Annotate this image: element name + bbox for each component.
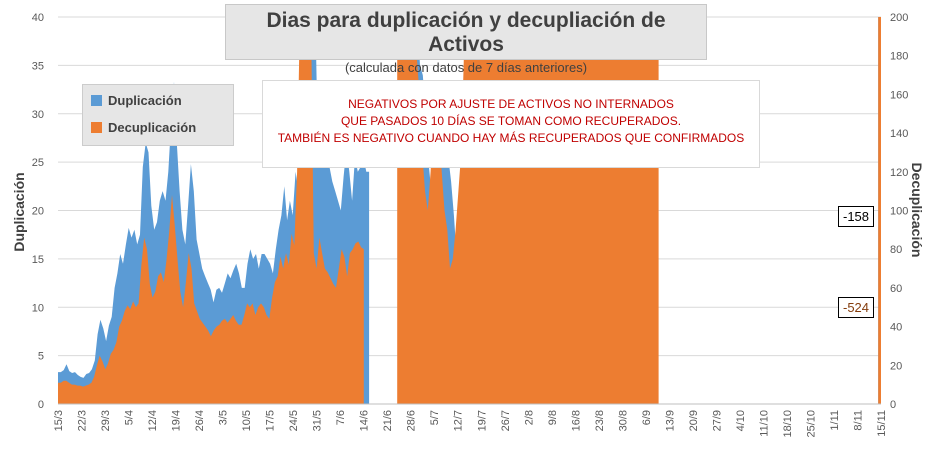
legend-label-decuplicacion: Decuplicación (108, 120, 197, 135)
x-tick-label: 7/6 (335, 410, 347, 425)
chart-title: Dias para duplicación y decupliación de … (266, 9, 666, 56)
x-tick-label: 26/7 (500, 410, 512, 431)
x-tick-label: 27/9 (711, 410, 723, 431)
value-label-duplicacion: -158 (838, 206, 875, 227)
y-axis-right-ticks: 0 20 40 60 80 100 120 140 160 180 200 (890, 12, 908, 411)
x-tick-label: 25/10 (806, 410, 818, 438)
y-tick-right: 200 (890, 12, 908, 24)
chart-title-box: Dias para duplicación y decupliación de … (225, 4, 707, 75)
x-tick-label: 21/6 (382, 410, 394, 431)
x-tick-label: 9/8 (547, 410, 559, 425)
y-tick-right: 140 (890, 128, 908, 140)
x-tick-label: 24/5 (288, 410, 300, 431)
y-tick-left: 40 (32, 12, 44, 24)
annotation-line: TAMBIÉN ES NEGATIVO CUANDO HAY MÁS RECUP… (277, 131, 745, 145)
y-tick-left: 20 (32, 206, 44, 218)
x-tick-label: 19/4 (171, 410, 183, 431)
y-tick-right: 160 (890, 89, 908, 101)
x-tick-label: 4/10 (735, 410, 747, 431)
x-tick-label: 30/8 (617, 410, 629, 431)
y-tick-right: 120 (890, 167, 908, 179)
annotation-note: NEGATIVOS POR AJUSTE DE ACTIVOS NO INTER… (262, 80, 760, 168)
y-tick-right: 60 (890, 283, 902, 295)
y-tick-left: 30 (32, 109, 44, 121)
x-tick-label: 26/4 (194, 410, 206, 431)
chart-subtitle: (calculada con datos de 7 días anteriore… (344, 60, 588, 75)
y-tick-left: 0 (38, 399, 44, 411)
y-tick-right: 0 (890, 399, 896, 411)
annotation-line: QUE PASADOS 10 DÍAS SE TOMAN COMO RECUPE… (340, 114, 682, 128)
x-tick-label: 15/11 (876, 410, 888, 437)
y-axis-left-label: Duplicación (11, 172, 27, 251)
x-tick-label: 11/10 (758, 410, 770, 437)
y-tick-left: 15 (32, 254, 44, 266)
x-tick-label: 15/3 (53, 410, 65, 431)
x-tick-label: 2/8 (523, 410, 535, 425)
x-tick-label: 6/9 (641, 410, 653, 425)
annotation-line: NEGATIVOS POR AJUSTE DE ACTIVOS NO INTER… (348, 97, 674, 111)
y-tick-left: 35 (32, 60, 44, 72)
x-tick-label: 23/8 (594, 410, 606, 431)
y-tick-right: 180 (890, 51, 908, 63)
x-tick-label: 17/5 (265, 410, 277, 431)
y-tick-left: 5 (38, 351, 44, 363)
y-axis-left-ticks: 0 5 10 15 20 25 30 35 40 (32, 12, 44, 411)
legend-swatch-duplicacion (91, 95, 102, 106)
x-tick-label: 16/8 (570, 410, 582, 431)
x-tick-label: 28/6 (406, 410, 418, 431)
series-area-decuplicacion (397, 17, 659, 404)
x-tick-label: 20/9 (688, 410, 700, 431)
x-tick-label: 3/5 (218, 410, 230, 425)
x-axis-ticks: 15/3 22/3 29/3 5/4 12/4 19/4 26/4 3/5 10/5 17/5 24… (53, 410, 888, 438)
series-area-decuplicacion (58, 17, 364, 404)
legend-item-duplicacion: Duplicación (91, 93, 182, 108)
x-tick-label: 10/5 (241, 410, 253, 431)
x-tick-label: 5/7 (429, 410, 441, 425)
x-tick-label: 18/10 (782, 410, 794, 438)
series-area-decuplicacion (878, 17, 881, 404)
x-tick-label: 22/3 (77, 410, 89, 431)
x-tick-label: 31/5 (312, 410, 324, 431)
y-tick-left: 10 (32, 302, 44, 314)
x-tick-label: 8/11 (853, 410, 865, 431)
legend: Duplicación Decuplicación (82, 84, 234, 146)
legend-swatch-decuplicacion (91, 122, 102, 133)
y-tick-right: 20 (890, 360, 902, 372)
value-label-decuplicacion: -524 (838, 297, 875, 318)
y-tick-left: 25 (32, 157, 44, 169)
x-tick-label: 14/6 (359, 410, 371, 431)
y-axis-right-label: Decuplicación (909, 163, 925, 258)
x-tick-label: 19/7 (476, 410, 488, 431)
y-tick-right: 40 (890, 322, 902, 334)
legend-item-decuplicacion: Decuplicación (91, 120, 196, 135)
y-tick-right: 100 (890, 206, 908, 218)
x-tick-label: 12/4 (147, 410, 159, 431)
x-tick-label: 1/11 (829, 410, 841, 431)
x-tick-label: 29/3 (100, 410, 112, 431)
x-tick-label: 13/9 (664, 410, 676, 431)
x-tick-label: 5/4 (124, 410, 136, 425)
x-tick-label: 12/7 (453, 410, 465, 431)
legend-label-duplicacion: Duplicación (108, 93, 182, 108)
y-tick-right: 80 (890, 244, 902, 256)
